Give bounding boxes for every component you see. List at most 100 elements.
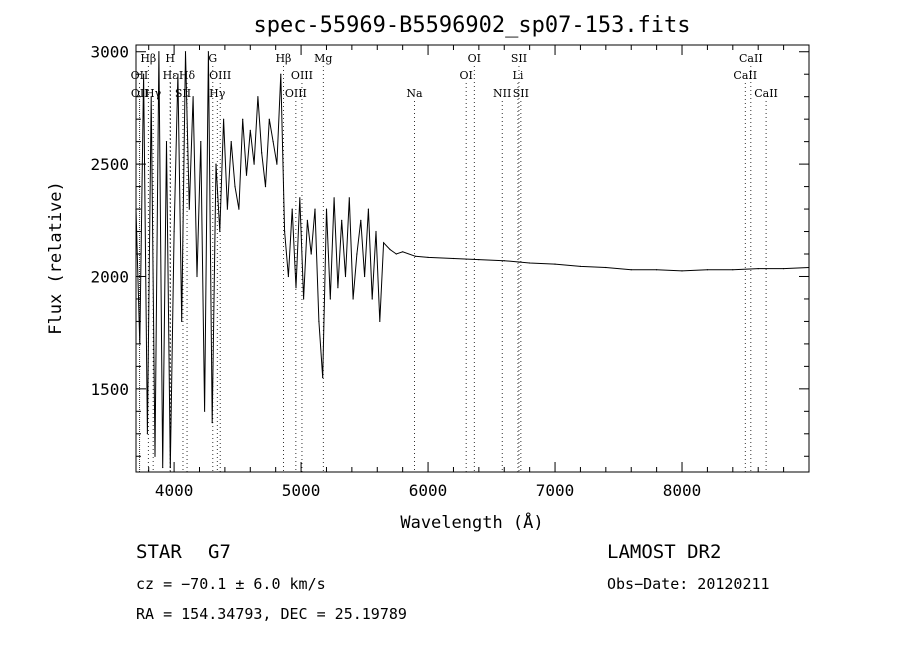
line-marker-label: SII xyxy=(511,52,527,65)
spectrum-point xyxy=(478,259,480,261)
spectrum-point xyxy=(681,270,683,272)
spectrum-point xyxy=(264,186,267,188)
x-tick-label: 5000 xyxy=(282,481,321,500)
spectrum-point xyxy=(143,73,145,75)
spectrum-point xyxy=(375,230,377,233)
spectrum-point xyxy=(165,141,168,143)
survey-name: LAMOST DR2 xyxy=(607,541,721,563)
y-axis-label: Flux (relative) xyxy=(46,181,66,335)
spectrum-point xyxy=(367,208,369,210)
line-marker-label: Mg xyxy=(314,52,332,65)
spectrum-point xyxy=(188,208,190,210)
line-marker-label: CaII xyxy=(739,52,763,65)
spectrum-point xyxy=(284,230,286,233)
y-tick-label: 2500 xyxy=(90,155,129,174)
spectrum-point xyxy=(253,163,255,165)
spectrum-point xyxy=(314,208,316,210)
spectrum-point xyxy=(261,152,263,154)
spectrum-point xyxy=(329,298,331,300)
spectrum-point xyxy=(306,219,308,221)
spectrum-point xyxy=(356,253,358,255)
spectrum-point xyxy=(706,269,709,271)
line-marker-label: NII xyxy=(493,87,511,100)
spectrum-point xyxy=(341,219,343,221)
spectrum-point xyxy=(287,275,289,278)
line-marker-label: Hγ xyxy=(145,87,162,100)
line-marker-label: OI xyxy=(468,52,481,65)
spectrum-point xyxy=(344,275,347,278)
spectrum-point xyxy=(268,118,270,120)
chart-title: spec-55969-B5596902_sp07-153.fits xyxy=(253,13,690,38)
spectrum-point xyxy=(783,268,785,270)
spectrum-point xyxy=(234,186,236,188)
line-marker-label: Hβ xyxy=(140,52,156,65)
line-marker-label: OIII xyxy=(291,69,313,82)
spectrum-point xyxy=(299,197,301,199)
spectrum-point xyxy=(200,141,202,143)
spectrum-point xyxy=(196,275,198,278)
y-axis-ticks: 1500 2000 2500 3000 xyxy=(90,43,809,457)
x-tick-label: 7000 xyxy=(536,481,575,500)
spectrum-point xyxy=(272,141,274,143)
line-marker-label: Hβ xyxy=(275,52,291,65)
spectrum-point xyxy=(808,266,810,269)
spectrum-point xyxy=(333,197,335,199)
y-tick-label: 1500 xyxy=(90,380,129,399)
spectrum-point xyxy=(529,262,531,264)
spectrum-point xyxy=(219,230,221,233)
spectrum-point xyxy=(177,73,179,75)
spectrum-point xyxy=(230,141,232,143)
line-marker-label: Hδ xyxy=(179,69,196,82)
spectrum-point xyxy=(280,73,282,75)
spectrum-point xyxy=(310,253,312,255)
spectrum-point xyxy=(146,433,148,435)
line-marker-label: OI xyxy=(459,69,472,82)
spectrum-point xyxy=(348,197,350,199)
y-tick-label: 2000 xyxy=(90,267,129,286)
spectrum-point xyxy=(352,298,354,300)
x-axis-ticks: 4000 5000 6000 7000 8000 xyxy=(148,45,785,500)
redshift-cz: cz = −70.1 ± 6.0 km/s xyxy=(136,575,326,593)
spectrum-point xyxy=(360,219,362,221)
spectrum-point xyxy=(162,466,164,469)
x-tick-label: 4000 xyxy=(155,481,194,500)
line-marker-label: OIII xyxy=(285,87,307,100)
spectrum-point xyxy=(383,242,385,244)
line-marker-label: Hγ xyxy=(209,87,226,100)
spectrum-point xyxy=(318,320,320,322)
spectrum-point xyxy=(554,263,556,265)
object-subclass: G7 xyxy=(208,541,231,563)
line-marker-label: H xyxy=(165,52,175,65)
spectrum-point xyxy=(757,268,759,270)
line-marker-label: Na xyxy=(406,87,423,100)
spectrum-point xyxy=(291,208,293,210)
plot-frame xyxy=(135,44,810,473)
spectrum-point xyxy=(503,260,505,262)
object-class: STAR xyxy=(136,541,182,563)
spectrum-point xyxy=(150,96,152,98)
spectrum-point xyxy=(379,320,381,322)
x-tick-label: 6000 xyxy=(409,481,448,500)
spectrum-point xyxy=(605,266,607,269)
y-tick-label: 3000 xyxy=(90,43,129,62)
spectrum-point xyxy=(579,265,582,267)
line-marker-label: OIII xyxy=(209,69,231,82)
line-marker-label: CaII xyxy=(733,69,757,82)
spectrum-point xyxy=(371,298,373,300)
spectrum-point xyxy=(226,208,228,210)
spectrum-point xyxy=(207,51,209,53)
spectrum-point xyxy=(337,287,339,289)
spectrum-point xyxy=(192,96,194,98)
spectrum-series xyxy=(135,51,810,469)
line-marker-label: CaII xyxy=(754,87,778,100)
spectrum-point xyxy=(322,377,324,379)
spectrum-point xyxy=(630,269,632,271)
spectrum-point xyxy=(223,118,225,120)
spectrum-point xyxy=(414,255,416,257)
spectrum-point xyxy=(184,51,187,53)
line-marker-label: Hε xyxy=(163,69,179,82)
spectrum-point xyxy=(154,455,156,457)
observation-date: Obs−Date: 20120211 xyxy=(607,575,770,593)
